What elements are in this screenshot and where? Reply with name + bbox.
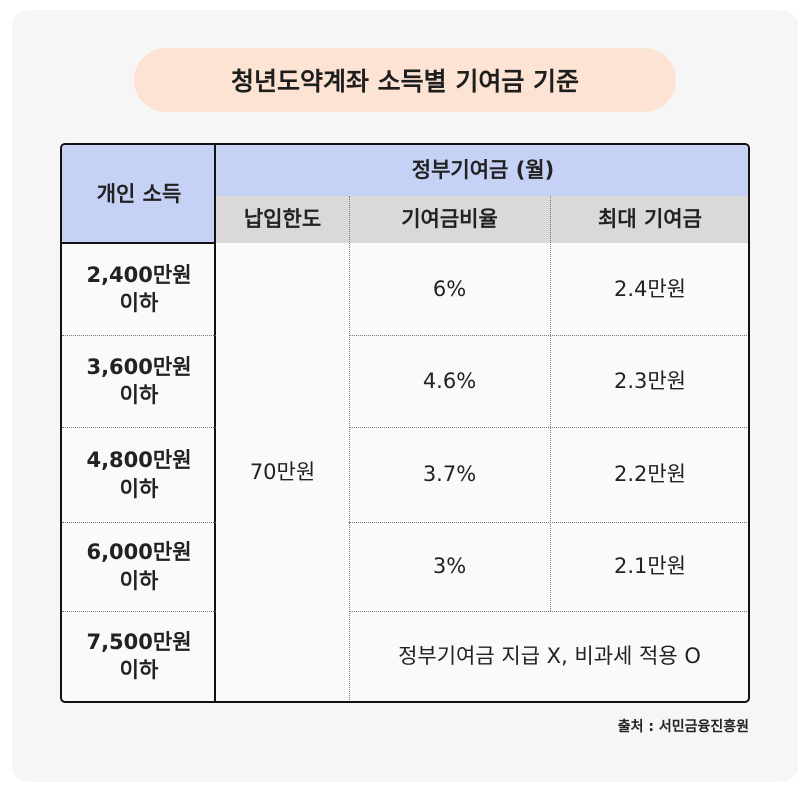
header-max-label: 최대 기여금 (598, 207, 702, 232)
divider (62, 427, 216, 428)
rate-cell: 3.7% (349, 427, 550, 522)
income-value: 4,800만원 (86, 448, 192, 473)
divider (62, 611, 216, 612)
divider (349, 196, 350, 701)
income-qualifier: 이하 (119, 658, 159, 682)
page-title: 청년도약계좌 소득별 기여금 기준 (134, 48, 676, 112)
header-rate-label: 기여금비율 (401, 207, 498, 232)
rate-cell: 6% (349, 243, 550, 335)
divider (349, 335, 748, 336)
max-value: 2.4만원 (613, 276, 687, 301)
divider (214, 145, 216, 701)
income-value: 2,400만원 (86, 262, 192, 287)
note-cell: 정부기여금 지급 X, 비과세 적용 O (349, 611, 748, 701)
header-max: 최대 기여금 (550, 196, 748, 243)
limit-value: 70만원 (249, 459, 316, 484)
income-qualifier: 이하 (119, 383, 159, 407)
divider (349, 611, 748, 612)
header-limit: 납입한도 (216, 196, 349, 243)
income-qualifier: 이하 (119, 291, 159, 315)
header-group-label: 정부기여금 (월) (411, 158, 555, 183)
source-credit: 출처 : 서민금융진흥원 (617, 719, 749, 735)
rate-cell: 3% (349, 522, 550, 611)
max-value: 2.1만원 (613, 554, 687, 579)
max-cell: 2.4만원 (550, 243, 748, 335)
max-cell: 2.3만원 (550, 335, 748, 427)
max-cell: 2.2만원 (550, 427, 748, 522)
header-government-contribution: 정부기여금 (월) (216, 145, 748, 196)
note-text: 정부기여금 지급 X, 비과세 적용 O (398, 643, 701, 668)
contribution-table: 개인 소득 정부기여금 (월) 납입한도 기여금비율 최대 기여금 2,400만… (60, 143, 750, 703)
rate-value: 4.6% (422, 368, 477, 393)
header-rate: 기여금비율 (349, 196, 550, 243)
income-value: 6,000만원 (86, 540, 192, 565)
divider (550, 196, 551, 611)
income-qualifier: 이하 (119, 568, 159, 593)
max-cell: 2.1만원 (550, 522, 748, 611)
max-value: 2.2만원 (613, 462, 687, 487)
divider (62, 522, 216, 523)
income-value: 7,500만원 (86, 629, 192, 654)
rate-value: 3% (432, 554, 467, 579)
divider (62, 335, 216, 336)
rate-value: 3.7% (422, 462, 477, 487)
rate-cell: 4.6% (349, 335, 550, 427)
income-value: 3,600만원 (86, 354, 192, 379)
header-income-label: 개인 소득 (96, 181, 182, 206)
rate-value: 6% (432, 276, 467, 301)
header-limit-label: 납입한도 (243, 207, 322, 232)
income-qualifier: 이하 (119, 476, 159, 501)
divider (62, 242, 216, 244)
max-value: 2.3만원 (613, 368, 687, 393)
divider (349, 522, 748, 523)
header-income: 개인 소득 (62, 145, 216, 243)
limit-cell: 70만원 (216, 243, 349, 701)
divider (349, 427, 748, 428)
